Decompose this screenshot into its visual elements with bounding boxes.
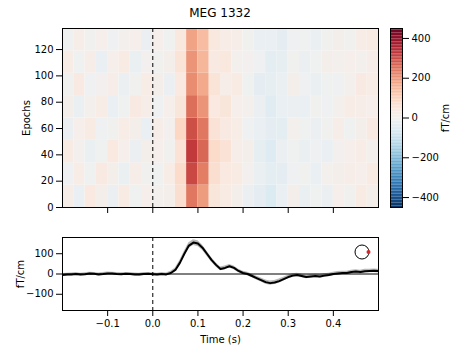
svg-text:100: 100 [34, 248, 53, 259]
svg-text:−400: −400 [412, 192, 439, 203]
svg-text:200: 200 [412, 72, 431, 83]
svg-text:0.1: 0.1 [190, 318, 206, 329]
svg-text:0.0: 0.0 [145, 318, 161, 329]
svg-text:−0.1: −0.1 [95, 318, 119, 329]
svg-text:fT/cm: fT/cm [15, 260, 26, 288]
svg-text:0.2: 0.2 [235, 318, 251, 329]
svg-text:−200: −200 [412, 152, 439, 163]
svg-text:80: 80 [41, 96, 54, 107]
svg-text:Epochs: Epochs [21, 100, 32, 136]
svg-text:120: 120 [34, 44, 53, 55]
svg-text:40: 40 [41, 149, 54, 160]
svg-text:Time (s): Time (s) [199, 334, 241, 345]
svg-text:−100: −100 [26, 288, 53, 299]
svg-text:fT/cm: fT/cm [440, 104, 451, 132]
svg-text:100: 100 [34, 70, 53, 81]
svg-text:400: 400 [412, 33, 431, 44]
svg-text:0.4: 0.4 [325, 318, 341, 329]
svg-text:0: 0 [412, 112, 418, 123]
svg-text:0: 0 [47, 268, 53, 279]
svg-text:20: 20 [41, 175, 54, 186]
html-text:MEG 1332: MEG 1332 [189, 6, 251, 20]
svg-text:0.3: 0.3 [280, 318, 296, 329]
svg-text:0: 0 [47, 202, 53, 213]
svg-text:60: 60 [41, 123, 54, 134]
